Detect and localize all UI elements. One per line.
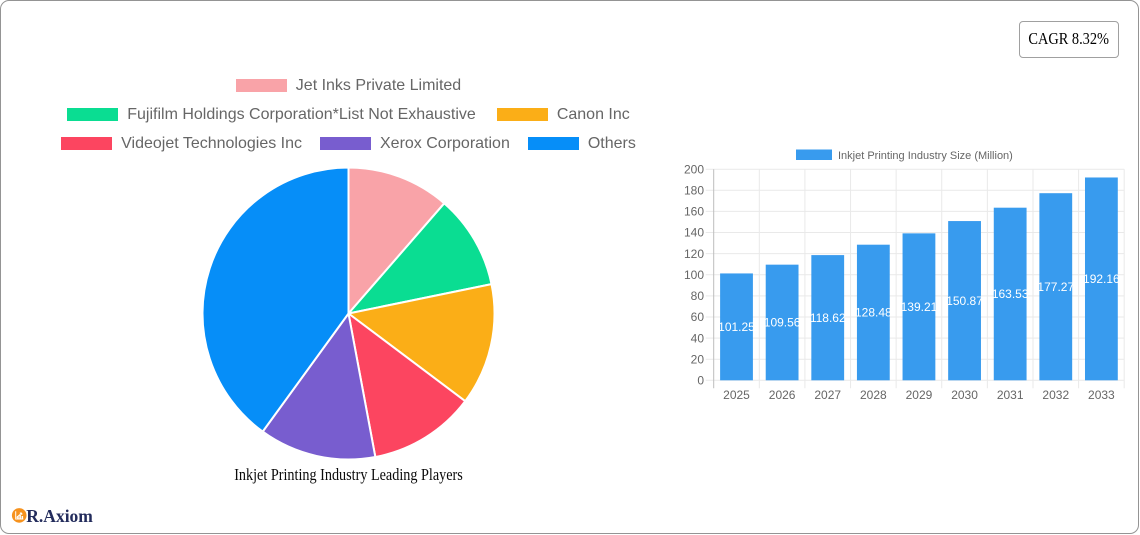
svg-text:2025: 2025 xyxy=(723,388,750,402)
svg-text:160: 160 xyxy=(684,205,704,219)
svg-text:140: 140 xyxy=(684,226,704,240)
svg-text:177.27: 177.27 xyxy=(1037,280,1074,294)
svg-text:120: 120 xyxy=(684,247,704,261)
svg-text:2031: 2031 xyxy=(997,388,1024,402)
svg-text:2028: 2028 xyxy=(860,388,887,402)
svg-text:192.16: 192.16 xyxy=(1083,272,1120,286)
svg-text:2026: 2026 xyxy=(769,388,796,402)
svg-text:2027: 2027 xyxy=(814,388,841,402)
svg-text:2029: 2029 xyxy=(906,388,933,402)
svg-text:200: 200 xyxy=(684,162,704,176)
svg-text:118.62: 118.62 xyxy=(810,311,846,325)
svg-text:20: 20 xyxy=(691,352,705,366)
svg-text:60: 60 xyxy=(691,310,705,324)
svg-text:163.53: 163.53 xyxy=(992,287,1029,301)
svg-text:2032: 2032 xyxy=(1042,388,1069,402)
svg-text:80: 80 xyxy=(691,289,705,303)
svg-text:40: 40 xyxy=(691,331,705,345)
svg-text:109.56: 109.56 xyxy=(764,316,801,330)
svg-text:2033: 2033 xyxy=(1088,388,1115,402)
svg-text:101.25: 101.25 xyxy=(718,320,755,334)
svg-text:139.21: 139.21 xyxy=(901,300,938,314)
svg-text:2030: 2030 xyxy=(951,388,978,402)
svg-text:Inkjet Printing Industry Size: Inkjet Printing Industry Size (Million) xyxy=(838,150,1013,162)
svg-text:180: 180 xyxy=(684,184,704,198)
svg-text:0: 0 xyxy=(697,374,704,388)
svg-text:100: 100 xyxy=(684,268,704,282)
svg-text:150.87: 150.87 xyxy=(946,294,983,308)
svg-text:128.48: 128.48 xyxy=(855,306,892,320)
